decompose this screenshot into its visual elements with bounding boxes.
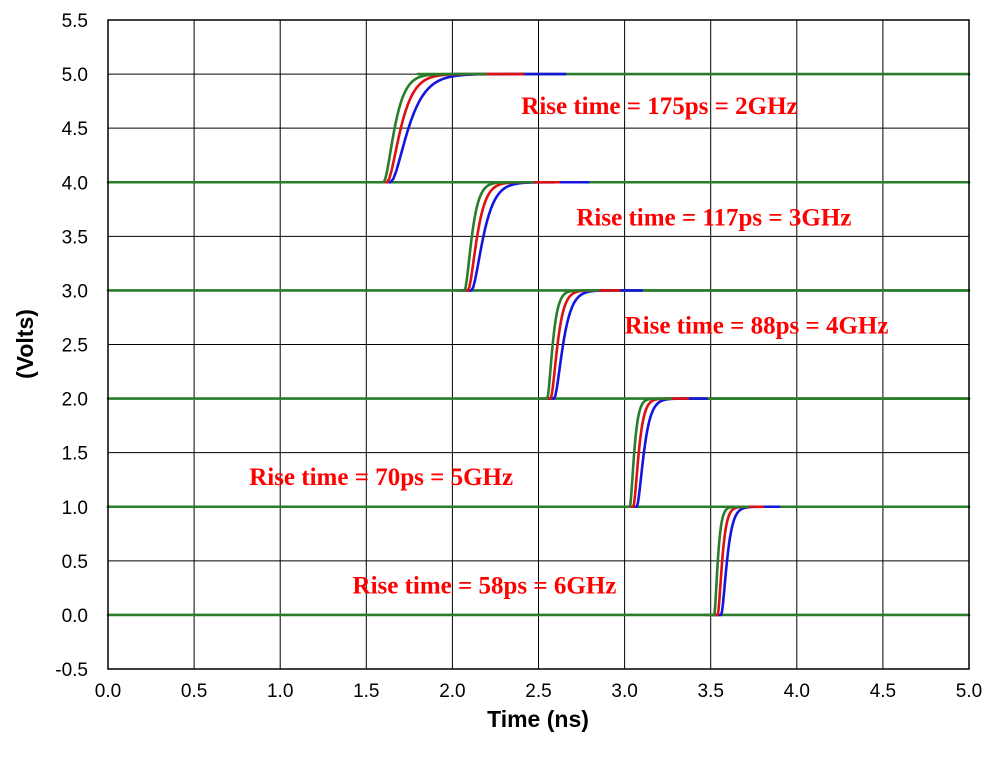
x-tick-label: 3.0 — [611, 681, 637, 702]
plot-area — [107, 19, 970, 670]
x-tick-label: 4.5 — [870, 681, 896, 702]
y-tick-label: 2.0 — [62, 390, 88, 411]
y-tick-label: 3.0 — [62, 281, 88, 302]
y-tick-label: 1.5 — [62, 444, 88, 465]
y-tick-label: 2.5 — [62, 336, 88, 357]
traces — [106, 72, 971, 617]
x-tick-label: 4.0 — [784, 681, 810, 702]
rise-time-annotation: Rise time = 88ps = 4GHz — [625, 313, 889, 340]
x-tick-label: 5.0 — [956, 681, 982, 702]
y-tick-label: 3.5 — [62, 227, 88, 248]
step-trace-fast — [619, 397, 672, 509]
x-tick-label: 1.0 — [267, 681, 293, 702]
y-tick-label: -0.5 — [55, 660, 88, 681]
x-tick-label: 0.0 — [95, 681, 121, 702]
x-tick-label: 1.5 — [353, 681, 379, 702]
x-tick-label: 0.5 — [181, 681, 207, 702]
rise-time-annotation: Rise time = 117ps = 3GHz — [576, 205, 851, 232]
rise-time-annotation: Rise time = 70ps = 5GHz — [249, 464, 513, 491]
y-tick-label: 4.5 — [62, 119, 88, 140]
step-trace-fast — [537, 289, 600, 400]
rise-time-annotation: Rise time = 58ps = 6GHz — [353, 572, 617, 599]
y-axis-title: (Volts) — [12, 309, 38, 379]
step-trace-fast — [454, 180, 535, 292]
tick-labels: 0.0 0.5 1.0 1.5 2.0 2.5 3.0 3.5 4.0 4.5 5.0 5.5 5.0 4… — [55, 11, 982, 702]
y-tick-label: 5.0 — [62, 65, 88, 86]
rise-time-annotation: Rise time = 175ps = 2GHz — [521, 93, 797, 120]
y-tick-label: 5.5 — [62, 11, 88, 32]
y-tick-label: 1.0 — [62, 498, 88, 519]
step-trace-fast — [373, 72, 487, 184]
y-tick-label: 0.5 — [62, 552, 88, 573]
x-axis-title: Time (ns) — [487, 706, 589, 732]
y-tick-label: 0.0 — [62, 606, 88, 627]
step-trace-fast — [704, 505, 750, 617]
x-tick-label: 3.5 — [697, 681, 723, 702]
x-tick-label: 2.5 — [525, 681, 551, 702]
y-tick-label: 4.0 — [62, 173, 88, 194]
x-tick-label: 2.0 — [439, 681, 465, 702]
annotations: Rise time = 175ps = 2GHz Rise time = 117p… — [249, 93, 888, 599]
